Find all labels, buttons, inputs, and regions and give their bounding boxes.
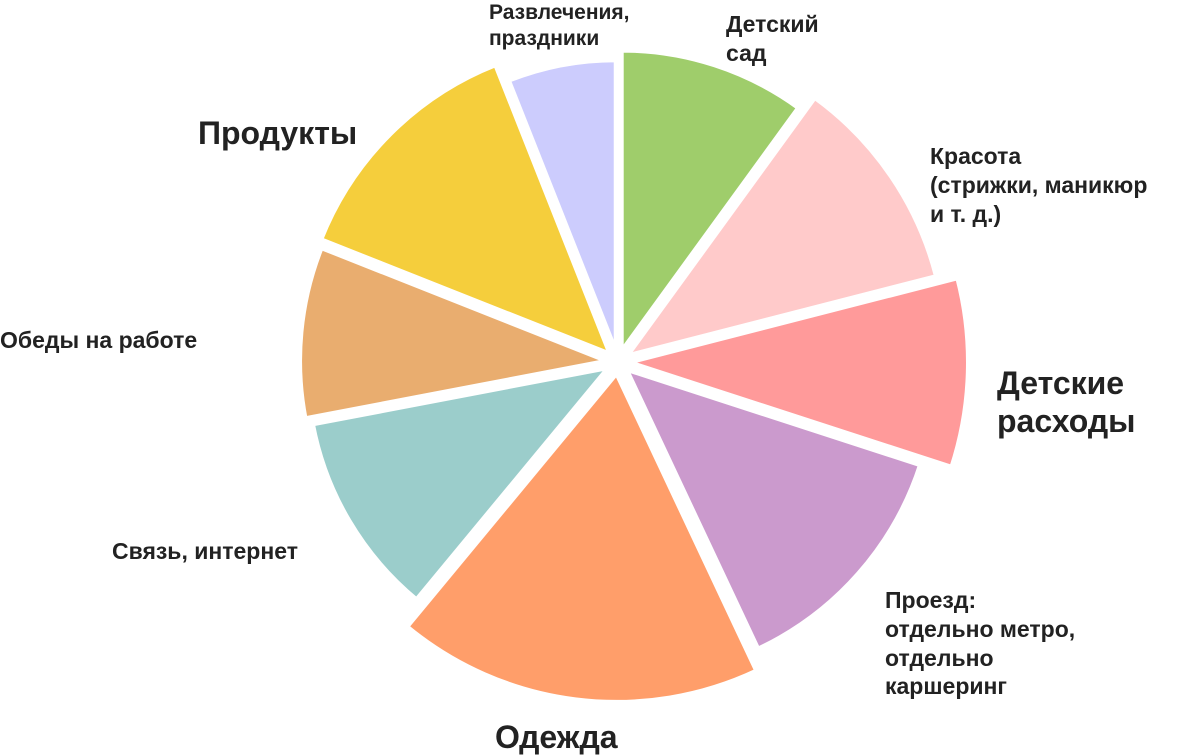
- slice-detsky-sad: [619, 48, 801, 353]
- label-produkty: Продукты: [198, 115, 358, 151]
- label-detskie-rashody: Детские расходы: [997, 365, 1136, 440]
- slice-krasota: [625, 95, 938, 358]
- slice-produkty: [319, 63, 612, 356]
- label-detsky-sad: Детский сад: [726, 11, 819, 66]
- slice-obedy: [298, 246, 609, 421]
- label-obedy: Обеды на работе: [0, 327, 198, 353]
- label-odezhda: Одежда: [495, 719, 618, 755]
- slice-odezhda: [405, 371, 759, 704]
- label-krasota: Красота (стрижки, маникюр и т. д.): [930, 143, 1148, 227]
- label-svyaz: Связь, интернет: [112, 538, 298, 564]
- slice-proezd: [625, 367, 922, 651]
- slice-detskie-rashody: [627, 276, 970, 469]
- slice-razvlecheniya: [506, 58, 618, 353]
- label-razvlecheniya: Развлечения, праздники: [489, 1, 630, 51]
- label-proezd: Проезд: отдельно метро, отдельно каршери…: [885, 587, 1076, 700]
- slice-svyaz: [310, 366, 610, 602]
